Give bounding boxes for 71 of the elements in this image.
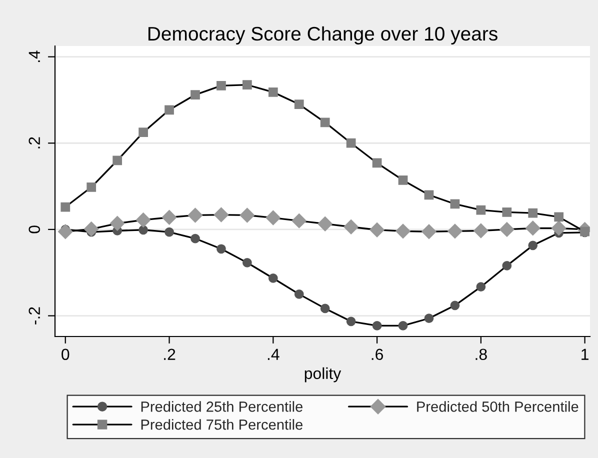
point	[346, 138, 356, 148]
point	[450, 300, 460, 310]
y-tick-label: -.2	[28, 307, 40, 324]
point	[268, 274, 278, 283]
point	[528, 208, 538, 218]
point	[242, 80, 252, 90]
x-tick-label: 0	[62, 348, 70, 360]
point	[344, 219, 358, 234]
y-tick-label: .4	[28, 50, 40, 62]
chart-title: Democracy Score Change over 10 years	[148, 26, 498, 44]
point	[476, 205, 486, 215]
point	[474, 223, 488, 238]
x-tick-label: .4	[268, 348, 280, 360]
point	[138, 128, 148, 138]
point	[370, 222, 384, 238]
x-tick-label: .8	[476, 348, 487, 360]
y-tick-label: 0	[28, 226, 40, 234]
point	[58, 224, 73, 240]
point	[502, 261, 512, 270]
x-tick-label: 1	[582, 348, 588, 360]
y-tick-label: .2	[28, 137, 40, 148]
point	[450, 199, 460, 209]
point	[84, 222, 99, 236]
point	[476, 282, 486, 292]
point	[294, 100, 304, 109]
point	[502, 208, 512, 217]
point	[424, 314, 434, 324]
point	[294, 290, 304, 299]
point	[422, 224, 436, 240]
point	[240, 208, 255, 223]
point	[266, 210, 281, 226]
point	[188, 208, 203, 223]
point	[136, 212, 151, 228]
point	[112, 156, 122, 166]
point	[448, 224, 462, 239]
point	[528, 240, 538, 250]
legend-label: Predicted 50th Percentile	[417, 401, 578, 412]
point	[372, 158, 382, 168]
point	[216, 81, 226, 90]
point	[162, 210, 177, 225]
point	[551, 220, 566, 236]
legend-label: Predicted 25th Percentile	[141, 401, 303, 412]
point	[214, 207, 229, 222]
point	[396, 224, 410, 239]
point	[372, 321, 382, 330]
point	[164, 227, 174, 237]
point	[292, 213, 307, 228]
point	[110, 216, 125, 231]
point	[398, 176, 408, 185]
point	[424, 190, 434, 200]
point	[398, 321, 408, 330]
x-axis-title: polity	[304, 367, 342, 382]
point	[190, 90, 200, 100]
point	[164, 105, 174, 115]
x-tick-label: .2	[164, 348, 176, 360]
point	[554, 212, 564, 222]
point	[318, 216, 332, 232]
point	[500, 222, 514, 237]
point	[216, 244, 226, 254]
x-tick-label: .6	[372, 348, 383, 360]
point	[86, 182, 96, 192]
point	[525, 220, 540, 236]
point	[190, 234, 200, 244]
point	[320, 304, 330, 314]
point	[60, 202, 70, 212]
point	[268, 88, 278, 97]
point	[346, 316, 356, 326]
point	[138, 225, 148, 235]
point	[242, 258, 252, 268]
point	[320, 118, 330, 128]
legend-label: Predicted 75th Percentile	[141, 419, 303, 430]
